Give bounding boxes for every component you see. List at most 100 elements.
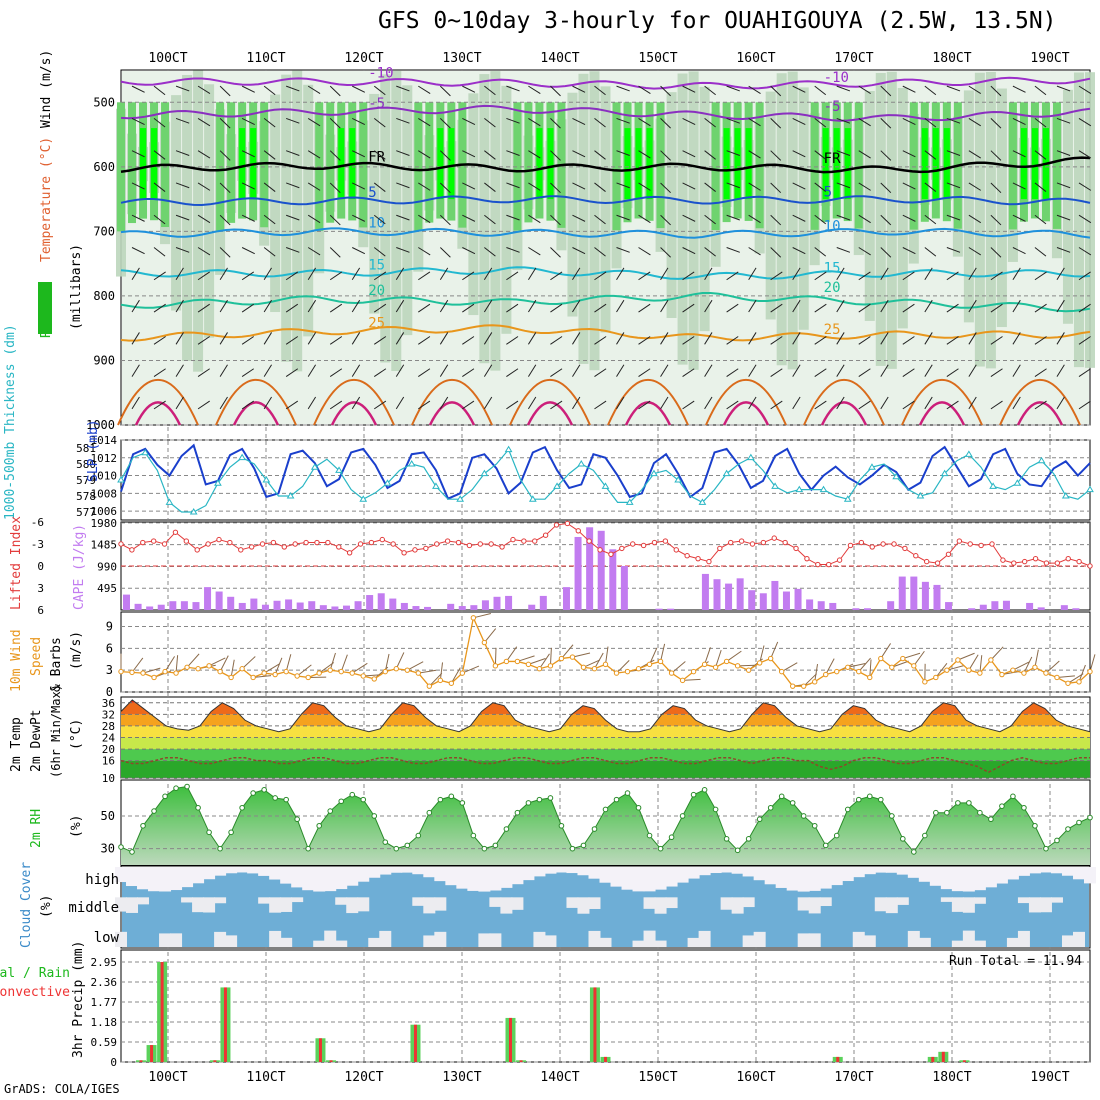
wind-barb [373,336,387,345]
wind-barb [550,303,563,313]
wind-barb [131,299,140,313]
cloud-high-gap [1050,867,1063,874]
rh-marker [426,809,433,816]
wind-barb [704,214,716,225]
rh-marker [404,842,411,849]
cloud-high-gap [654,867,667,890]
wind-speed-marker [922,679,928,685]
cloud-middle-gap [577,897,590,914]
cape-bar [829,602,837,610]
wind-barb [704,182,716,192]
cape-bar [991,601,999,610]
rh-column-light [798,87,809,330]
cape-bar [933,584,941,610]
cape-bar [1072,608,1080,610]
rh-column-light [292,70,303,372]
rh-column-dark [239,128,246,200]
wind-barb [1012,267,1021,281]
cape-bar [898,576,906,610]
slp-tick-label: 1008 [91,487,118,500]
wind-barb [968,150,982,159]
wind-barb [1034,214,1047,225]
cloud-high-gap [665,867,678,887]
wind-speed-marker [1032,664,1038,670]
thickness-marker [1086,485,1094,493]
li-marker [836,557,843,563]
wind-speed-marker [228,674,234,681]
cloud-high-gap [929,867,942,886]
wind-barb-10m [583,659,601,668]
li-marker [216,536,222,543]
wind-barb [682,117,696,125]
li-marker [858,539,865,546]
wind-barb [748,85,761,94]
thickness-marker [843,495,852,502]
li-marker [238,547,244,553]
wind-speed-marker [856,668,862,675]
li-marker [455,539,462,546]
rh-marker [547,795,554,801]
rh-marker [602,806,609,813]
wind-speed-marker [536,666,543,672]
cape-bar [342,605,350,610]
wind-barb [858,336,871,345]
rh-column-light [974,72,985,367]
rh-marker [371,813,378,819]
wind-barb [1034,271,1047,281]
wind-speed-marker [283,668,289,675]
wind-barb [968,247,982,256]
cloud-high-gap [808,867,821,891]
wind-barb [792,150,806,158]
rh-marker [756,816,763,823]
wind-speed-marker [635,666,642,672]
cloud-middle-gap [115,897,127,912]
wind-barb-10m [649,647,658,665]
cloud-middle-gap [346,897,359,914]
wind-barb [418,368,431,378]
cape-bar [609,549,617,610]
wind-barb [880,214,892,226]
cape-bar [447,603,455,610]
wind-speed-marker [1065,680,1071,686]
thickness-marker [262,476,271,483]
li-marker [586,538,592,544]
rh-column-light [479,74,490,364]
cloud-high-gap [885,867,898,873]
wind-barb [484,182,496,192]
cape-bar [1037,607,1045,610]
wind-barb [395,299,405,313]
wind-barb [660,332,669,345]
wind-barb [197,182,211,191]
cape-bar [250,598,258,610]
ylabel-millibars: (millibars) [69,244,84,330]
wind-barb-10m [418,669,437,674]
cape-bar [389,598,397,610]
rh-marker [701,787,708,793]
cloud-high-gap [423,867,436,878]
wind-barb [528,247,541,256]
li-marker [488,541,494,547]
li-marker [521,538,527,544]
wind-barb [1056,150,1071,156]
li-marker [1000,557,1006,563]
wind-barb [307,364,317,377]
thickness-marker [1061,492,1070,499]
cape-bar [528,604,536,610]
cloud-low-gap [115,931,127,947]
thickness-marker [650,469,658,477]
li-marker [1076,558,1082,565]
wind-barb [373,150,386,160]
cloud-middle-gap [335,897,348,905]
cloud-high-gap [236,867,249,873]
cape-bar [852,608,860,610]
wind-barb [660,364,669,377]
cloud-high-gap [1028,867,1041,874]
li-marker [597,547,603,553]
ylabel-temperature: Temperature (°C) [39,137,54,262]
wind-barb-10m [186,653,200,668]
cloud-high-gap [258,867,271,876]
wind-barb [1012,332,1021,345]
rh-marker [173,785,179,791]
wind-barb-10m [726,650,742,662]
cape-bar [782,591,790,610]
